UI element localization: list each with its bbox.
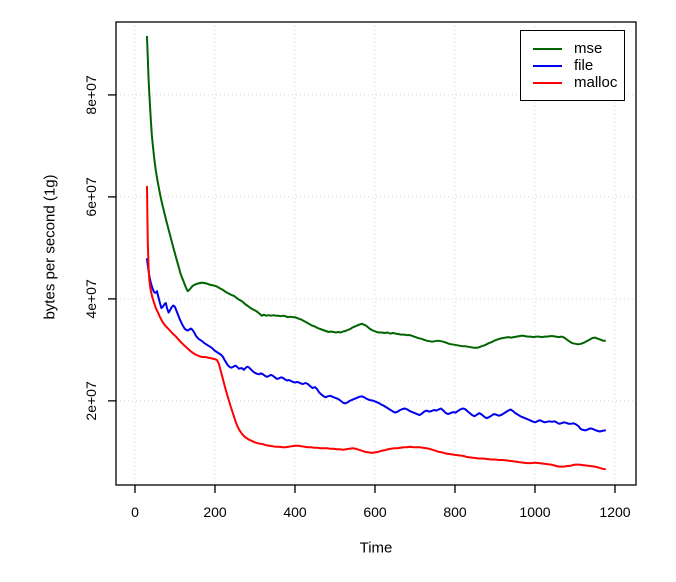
y-tick-label: 2e+07: [83, 381, 99, 421]
x-tick-label: 200: [203, 504, 227, 520]
y-tick-label: 6e+07: [83, 177, 99, 217]
x-tick-label: 1000: [519, 504, 550, 520]
legend-swatch-mse: [533, 47, 562, 50]
legend-swatch-file: [533, 64, 562, 67]
legend-label: malloc: [574, 74, 618, 91]
plot-border: [115, 21, 637, 486]
x-axis-title: Time: [359, 539, 393, 557]
x-tick-label: 600: [363, 504, 387, 520]
legend-label: mse: [574, 40, 603, 57]
y-tick-label: 4e+07: [83, 279, 99, 319]
series-line-malloc: [146, 185, 606, 471]
x-tick-label: 800: [443, 504, 467, 520]
legend-swatch-malloc: [533, 81, 562, 84]
series-line-mse: [146, 35, 606, 349]
y-tick-label: 8e+07: [83, 75, 99, 115]
legend-item-file: file: [521, 57, 624, 74]
legend-box: mse file malloc: [520, 30, 625, 101]
legend-item-mse: mse: [521, 40, 624, 57]
y-axis-title: bytes per second (1g): [41, 174, 59, 320]
x-tick-label: 1200: [599, 504, 630, 520]
legend-item-malloc: malloc: [521, 74, 624, 91]
legend-label: file: [574, 57, 594, 74]
x-tick-label: 400: [283, 504, 307, 520]
x-tick-label: 0: [131, 504, 139, 520]
series-line-file: [146, 258, 606, 433]
